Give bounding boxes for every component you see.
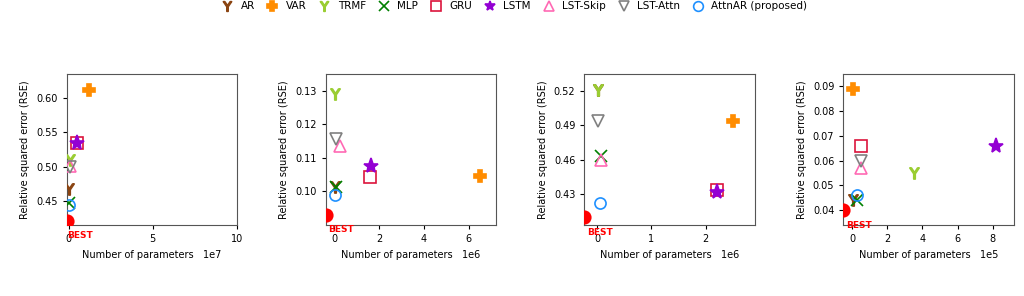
X-axis label: Number of parameters   1e6: Number of parameters 1e6 [341,250,480,260]
Y-axis label: Relative squared error (RSE): Relative squared error (RSE) [539,80,548,219]
Y-axis label: Relative squared error (RSE): Relative squared error (RSE) [798,80,807,219]
Text: BEST: BEST [328,226,354,234]
Text: BEST: BEST [587,228,612,237]
X-axis label: Number of parameters   1e5: Number of parameters 1e5 [859,250,998,260]
X-axis label: Number of parameters   1e7: Number of parameters 1e7 [82,250,221,260]
Text: BEST: BEST [846,221,871,230]
Y-axis label: Relative squared error (RSE): Relative squared error (RSE) [280,80,290,219]
Y-axis label: Relative squared error (RSE): Relative squared error (RSE) [20,80,31,219]
Text: BEST: BEST [67,231,93,240]
X-axis label: Number of parameters   1e6: Number of parameters 1e6 [600,250,739,260]
Legend: AR, VAR, TRMF, MLP, GRU, LSTM, LST-Skip, LST-Attn, AttnAR (proposed): AR, VAR, TRMF, MLP, GRU, LSTM, LST-Skip,… [214,0,810,13]
